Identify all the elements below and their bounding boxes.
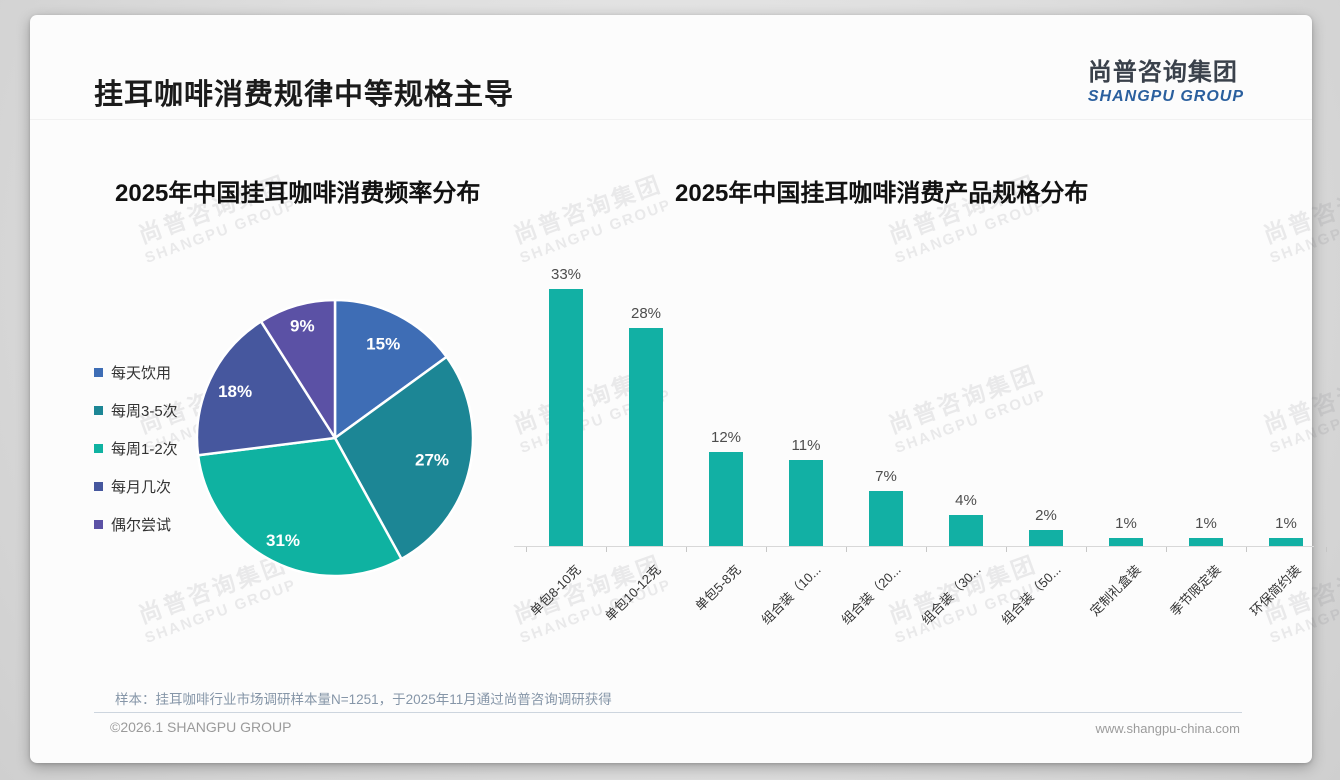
- copyright-text: ©2026.1 SHANGPU GROUP: [110, 719, 292, 735]
- axis-tick: [1086, 547, 1087, 552]
- bar-value-label: 2%: [1035, 507, 1057, 525]
- slide-card: 尚普咨询集团 SHANGPU GROUP 尚普咨询集团 SHANGPU GROUP 尚普…: [30, 15, 1340, 763]
- page-title: 挂耳咖啡消费规律中等规格主导: [94, 79, 515, 111]
- legend-item: 每周3-5次: [94, 391, 178, 429]
- pie-slice-value: 31%: [266, 531, 300, 550]
- bar-3: [789, 460, 823, 546]
- bar-7: [1109, 538, 1143, 546]
- pie-slice-2: [196, 436, 403, 578]
- pie-slice-value: 9%: [290, 316, 315, 335]
- pie-slice-4: [259, 298, 337, 440]
- axis-tick: [1006, 547, 1007, 552]
- bar-value-label: 1%: [1275, 515, 1297, 533]
- bar-category-label: 环保简约装: [1247, 562, 1304, 619]
- legend-label: 每月几次: [111, 478, 172, 496]
- legend-item: 偶尔尝试: [94, 505, 178, 543]
- header: 挂耳咖啡消费规律中等规格主导 尚普咨询集团 SHANGPU GROUP: [30, 15, 1312, 120]
- bar-value-label: 12%: [710, 429, 742, 447]
- bar-chart-title: 2025年中国挂耳咖啡消费产品规格分布: [675, 180, 1089, 207]
- legend-label: 每天饮用: [111, 364, 172, 382]
- axis-tick: [926, 547, 927, 552]
- pie-chart-title: 2025年中国挂耳咖啡消费频率分布: [115, 180, 481, 207]
- pie-slice-3: [195, 320, 337, 457]
- legend-swatch: [94, 443, 103, 453]
- x-axis-line: [514, 546, 1314, 547]
- bar-value-label: 28%: [630, 304, 662, 322]
- website-text: www.shangpu-china.com: [1095, 721, 1240, 736]
- pie-slice-value: 27%: [415, 451, 449, 470]
- legend-label: 偶尔尝试: [111, 516, 172, 534]
- bar-chart: 33% 单包8-10克 28% 单包10-12克 12% 单包5-8克 11% 组合装（10.…: [480, 240, 1327, 660]
- bar-5: [949, 514, 983, 546]
- pie-legend: 每天饮用每周3-5次 每周1-2次 每月几次偶尔尝试: [94, 353, 178, 543]
- bar-value-label: 33%: [550, 265, 582, 283]
- bar-8: [1189, 538, 1223, 546]
- pie-slice-1: [333, 355, 475, 561]
- bar-9: [1269, 538, 1303, 546]
- bar-value-label: 7%: [875, 468, 897, 486]
- bar-6: [1029, 530, 1063, 546]
- axis-tick: [526, 547, 527, 552]
- pie-slice-value: 18%: [218, 382, 252, 401]
- legend-item: 每周1-2次: [94, 429, 178, 467]
- bar-0: [549, 288, 583, 546]
- legend-item: 每月几次: [94, 467, 178, 505]
- company-logo: 尚普咨询集团 SHANGPU GROUP: [1088, 52, 1244, 106]
- bar-value-label: 1%: [1195, 515, 1217, 533]
- axis-tick: [1326, 547, 1327, 552]
- legend-label: 每周3-5次: [111, 402, 178, 420]
- axis-tick: [606, 547, 607, 552]
- legend-label: 每周1-2次: [111, 440, 178, 458]
- logo-english-text: SHANGPU GROUP: [1087, 88, 1244, 105]
- footer-divider: [94, 712, 1242, 713]
- sample-note: 样本：挂耳咖啡行业市场调研样本量N=1251，于2025年11月通过尚普咨询调研…: [115, 692, 612, 707]
- legend-item: 每天饮用: [94, 353, 178, 391]
- legend-swatch: [94, 481, 103, 491]
- bar-value-label: 11%: [791, 437, 821, 455]
- axis-tick: [1246, 547, 1247, 552]
- axis-tick: [846, 547, 847, 552]
- pie-slice-0: [333, 298, 448, 440]
- bar-4: [869, 491, 903, 546]
- legend-swatch: [94, 519, 103, 529]
- axis-tick: [1166, 547, 1167, 552]
- axis-tick: [686, 547, 687, 552]
- legend-swatch: [94, 367, 103, 377]
- axis-tick: [766, 547, 767, 552]
- legend-swatch: [94, 405, 103, 415]
- pie-slice-value: 15%: [366, 334, 400, 353]
- bar-2: [709, 452, 743, 546]
- bar-1: [629, 327, 663, 546]
- pie-chart: 15% 27% 31% 18% 9%: [185, 288, 485, 588]
- bar-value-label: 4%: [955, 491, 977, 509]
- logo-chinese-text: 尚普咨询集团: [1087, 59, 1238, 86]
- bar-value-label: 1%: [1115, 515, 1137, 533]
